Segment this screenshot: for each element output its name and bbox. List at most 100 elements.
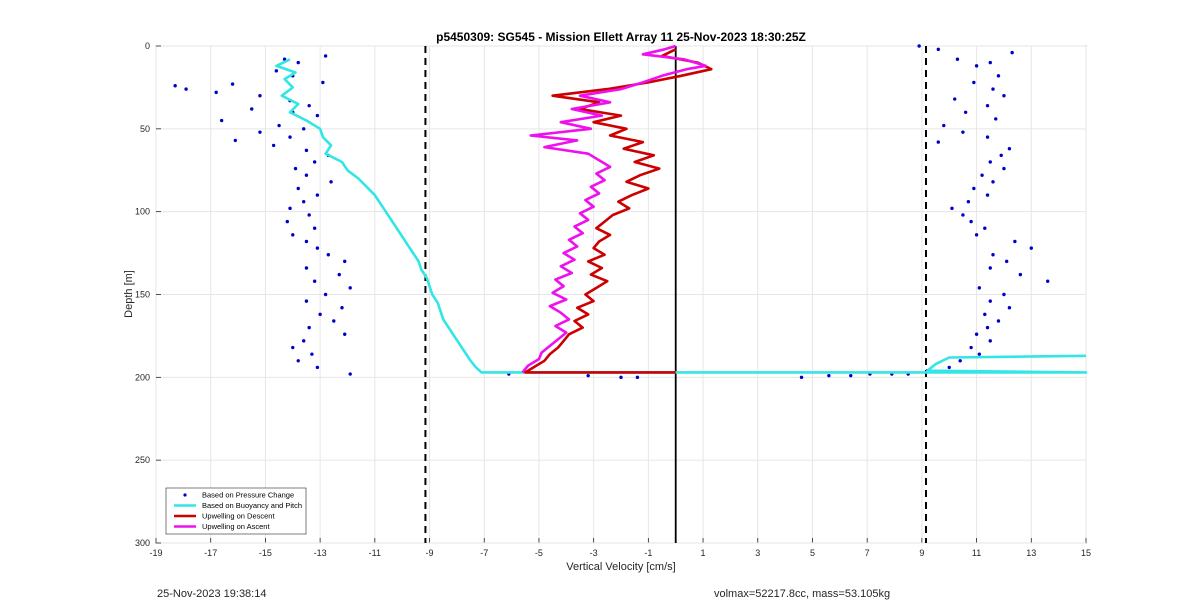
data-point — [799, 375, 804, 380]
x-tick-label: -5 — [535, 548, 543, 558]
y-tick-label: 100 — [135, 207, 150, 217]
data-point — [991, 253, 995, 257]
data-point — [996, 319, 1001, 323]
legend-swatch — [183, 493, 187, 497]
data-point — [302, 200, 306, 204]
data-point — [184, 87, 188, 91]
data-point — [958, 359, 962, 363]
x-tick-label: 3 — [755, 548, 760, 558]
data-point — [291, 345, 295, 350]
legend-label: Based on Pressure Change — [202, 491, 294, 500]
data-point — [315, 193, 320, 197]
data-point — [302, 127, 306, 131]
y-tick-label: 250 — [135, 455, 150, 465]
data-point — [991, 180, 995, 184]
y-tick-label: 150 — [135, 290, 150, 300]
data-point — [985, 325, 990, 330]
data-point — [233, 138, 238, 143]
data-point — [258, 130, 262, 134]
data-point — [230, 82, 235, 86]
data-point — [1046, 279, 1050, 283]
data-point — [1010, 50, 1014, 55]
x-tick-labels: -19 -17 -15 -13 -11 -9 -7 -5 -3 -1 1 3 5 7 9 11 13 15 — [149, 548, 1091, 558]
data-point — [304, 299, 309, 303]
x-tick-label: 9 — [919, 548, 924, 558]
data-point — [917, 44, 921, 48]
legend-label: Upwelling on Ascent — [202, 522, 270, 531]
data-point — [988, 339, 992, 343]
data-point — [219, 118, 224, 123]
data-point — [1007, 306, 1012, 310]
y-axis-label: Depth [m] — [123, 270, 135, 318]
data-point — [304, 148, 309, 153]
reference-lines — [424, 46, 927, 543]
x-tick-label: -11 — [369, 548, 381, 558]
data-point — [985, 135, 990, 139]
series-line-3 — [521, 44, 708, 374]
legend-label: Based on Buoyancy and Pitch — [202, 501, 302, 510]
data-point — [988, 266, 992, 270]
footer-params: volmax=52217.8cc, mass=53.105kg — [714, 588, 891, 600]
data-point — [312, 279, 317, 283]
data-point — [318, 312, 322, 317]
data-point — [329, 180, 333, 184]
data-point — [950, 206, 954, 211]
data-point — [942, 123, 946, 128]
x-tick-label: 13 — [1026, 548, 1036, 558]
data-point — [312, 226, 317, 230]
data-point — [977, 352, 982, 356]
y-tick-label: 300 — [135, 538, 150, 548]
data-point — [947, 365, 951, 370]
data-point — [337, 272, 341, 277]
data-point — [312, 160, 317, 164]
x-tick-label: -1 — [644, 548, 652, 558]
data-point — [288, 135, 292, 139]
data-point — [315, 113, 320, 118]
data-point — [304, 266, 309, 270]
y-tick-labels: 0 50 100 150 200 250 300 — [135, 41, 150, 548]
data-point — [315, 246, 320, 250]
y-tick-label: 0 — [145, 41, 150, 51]
data-point — [214, 90, 218, 95]
x-tick-label: 11 — [972, 548, 981, 558]
data-point — [277, 123, 281, 128]
data-point — [586, 373, 590, 378]
data-point — [340, 306, 344, 310]
data-point — [332, 319, 336, 323]
y-tick-label: 50 — [140, 124, 150, 134]
data-point — [619, 375, 623, 380]
data-point — [969, 345, 973, 350]
data-point — [972, 80, 976, 85]
data-point — [343, 332, 347, 336]
x-tick-label: 15 — [1081, 548, 1091, 558]
data-point — [953, 97, 957, 101]
data-point — [635, 375, 640, 380]
data-point — [963, 110, 968, 114]
data-point — [1002, 166, 1006, 171]
data-point — [966, 200, 971, 204]
data-point — [250, 107, 254, 111]
data-point — [961, 213, 965, 217]
data-point — [1029, 246, 1033, 250]
x-tick-label: -13 — [314, 548, 327, 558]
data-point — [988, 60, 992, 65]
data-point — [972, 186, 976, 191]
data-point — [348, 372, 352, 376]
data-point — [1002, 292, 1006, 297]
series-line-1 — [275, 58, 1088, 374]
data-point — [271, 143, 276, 148]
data-point — [302, 339, 306, 343]
data-point — [1007, 147, 1012, 151]
data-point — [307, 213, 311, 217]
data-point — [994, 117, 998, 121]
data-point — [348, 286, 352, 290]
data-point — [849, 373, 853, 378]
data-point — [173, 84, 177, 88]
x-tick-label: -15 — [259, 548, 272, 558]
data-point — [296, 359, 300, 363]
data-point — [1013, 239, 1017, 244]
data-point — [974, 64, 979, 68]
x-tick-label: 5 — [810, 548, 815, 558]
